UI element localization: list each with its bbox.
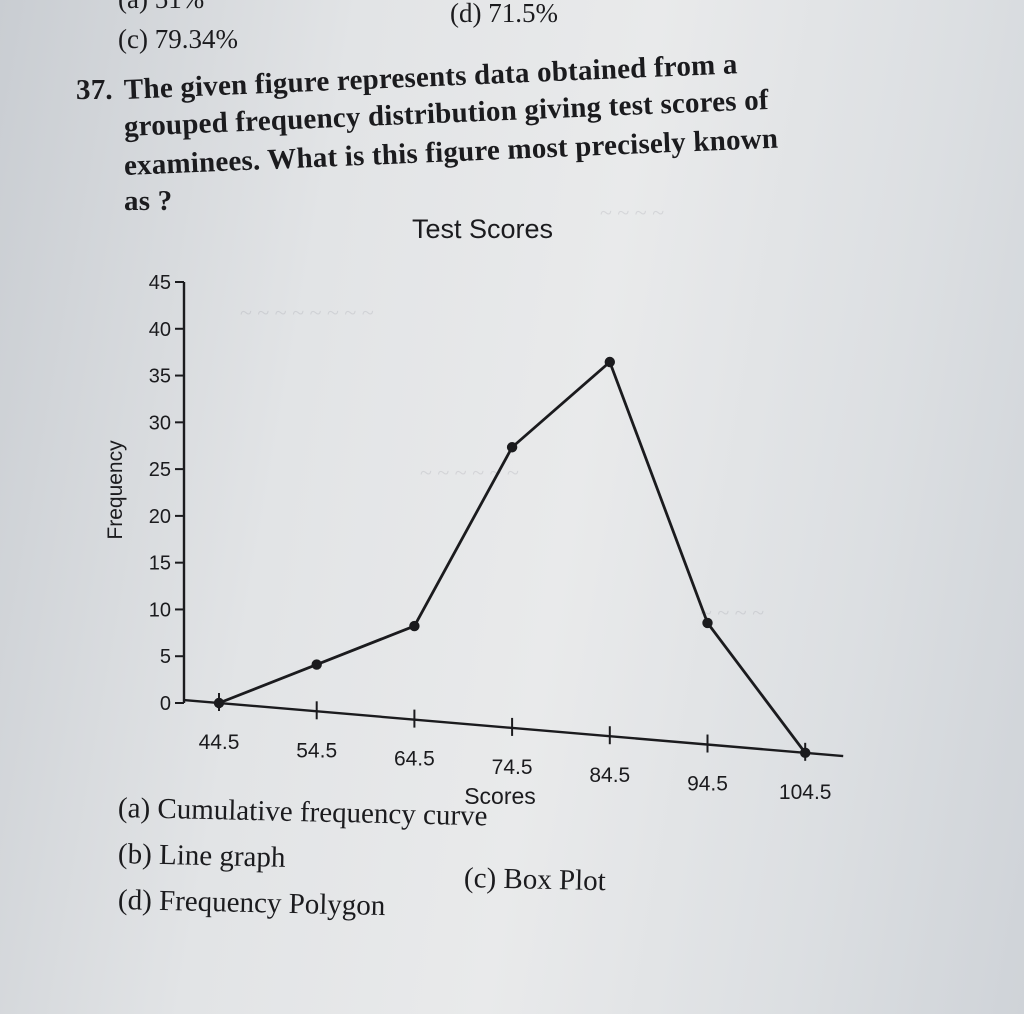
prev-option-a: (a) 51%: [118, 0, 204, 15]
x-tick-label: 74.5: [492, 756, 533, 779]
question-line: as ?: [124, 185, 173, 217]
question-number: 37.: [76, 74, 113, 106]
y-tick-label: 40: [149, 319, 171, 341]
x-tick-label: 84.5: [589, 764, 630, 787]
data-point: [604, 356, 615, 368]
y-tick-label: 0: [160, 693, 171, 715]
y-tick-label: 5: [160, 646, 171, 668]
data-point: [311, 659, 322, 670]
data-point: [409, 620, 420, 632]
x-axis-label: Scores: [464, 783, 536, 809]
x-tick-label: 64.5: [394, 748, 435, 771]
answer-option-b[interactable]: (b) Line graph: [117, 838, 286, 874]
x-tick-label: 54.5: [296, 739, 337, 762]
x-axis-line: [183, 698, 844, 758]
data-point: [702, 617, 713, 629]
series-line: [218, 360, 807, 754]
x-tick-label: 104.5: [779, 781, 832, 804]
bleed-through-mark: ~ ~ ~ ~ ~ ~ ~ ~: [240, 300, 374, 325]
answer-option-c[interactable]: (c) Box Plot: [463, 862, 607, 898]
y-tick-label: 25: [149, 459, 171, 481]
data-point: [213, 697, 225, 709]
y-tick-label: 10: [149, 599, 171, 621]
bleed-through-mark: ~ ~ ~ ~: [600, 200, 665, 225]
y-axis-label: Frequency: [104, 440, 127, 540]
y-tick-label: 45: [149, 272, 171, 294]
y-tick-label: 15: [149, 553, 171, 575]
y-tick-label: 20: [149, 506, 171, 528]
chart-title: Test Scores: [412, 214, 554, 244]
prev-option-d: (d) 71.5%: [450, 0, 558, 28]
y-tick-label: 30: [149, 412, 171, 434]
prev-option-c: (c) 79.34%: [118, 24, 238, 54]
x-tick-label: 94.5: [687, 773, 728, 796]
data-point: [800, 747, 811, 759]
x-tick-label: 44.5: [199, 731, 240, 754]
y-tick-label: 35: [149, 366, 171, 388]
answer-option-d[interactable]: (d) Frequency Polygon: [117, 884, 386, 923]
data-point: [506, 442, 518, 453]
